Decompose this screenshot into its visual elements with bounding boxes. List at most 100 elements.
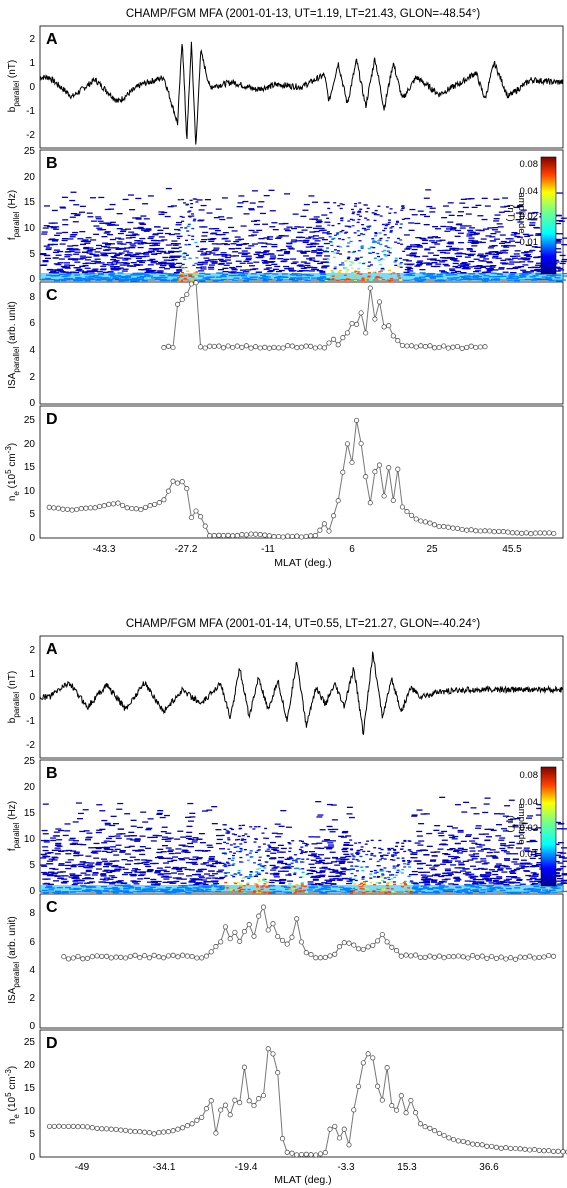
spectrogram-cell	[150, 878, 157, 881]
spectrogram-cell	[262, 885, 266, 887]
spectrogram-cell	[422, 273, 429, 275]
spectrogram-cell	[241, 835, 245, 837]
spectrogram-cell	[48, 272, 55, 274]
spectrogram-cell	[332, 870, 339, 872]
spectrogram-cell	[267, 236, 274, 238]
data-point	[464, 527, 470, 533]
data-point	[123, 1127, 129, 1133]
spectrogram-cell	[175, 877, 182, 879]
spectrogram-cell	[299, 887, 303, 889]
spectrogram-cell	[215, 234, 222, 236]
spectrogram-cell	[328, 846, 335, 848]
spectrogram-cell	[174, 228, 181, 231]
data-point	[266, 345, 272, 351]
spectrogram-cell	[496, 252, 503, 254]
spectrogram-cell	[280, 847, 287, 850]
spectrogram-cell	[46, 885, 52, 887]
spectrogram-cell	[318, 227, 325, 230]
spectrogram-cell	[321, 265, 328, 267]
spectrogram-cell	[196, 888, 203, 890]
spectrogram-cell	[394, 264, 398, 266]
spectrogram-cell	[236, 243, 243, 246]
data-point	[546, 1148, 552, 1154]
spectrogram-cell	[527, 815, 534, 817]
spectrogram-cell	[424, 248, 431, 250]
spectrogram-cell	[177, 873, 184, 875]
spectrogram-cell	[71, 877, 78, 879]
spectrogram-cell	[447, 241, 454, 243]
spectrogram-cell	[84, 273, 91, 275]
spectrogram-cell	[362, 262, 365, 265]
spectrogram-cell	[129, 247, 136, 249]
data-point	[170, 952, 176, 958]
spectrogram-cell	[447, 855, 454, 858]
spectrogram-cell	[504, 241, 511, 244]
spectrogram-cell	[410, 254, 417, 256]
spectrogram-cell	[393, 876, 397, 879]
spectrogram-cell	[522, 258, 529, 261]
spectrogram-cell	[200, 241, 207, 243]
spectrogram-cell	[427, 875, 433, 877]
data-point	[156, 500, 162, 506]
spectrogram-cell	[165, 847, 172, 849]
spectrogram-cell	[44, 855, 51, 858]
spectrogram-cell	[372, 241, 375, 243]
spectrogram-cell	[178, 891, 185, 893]
data-point	[46, 504, 52, 510]
spectrogram-cell	[206, 809, 213, 811]
spectrogram-cell	[364, 204, 368, 206]
spectrogram-cell	[466, 834, 472, 836]
y-tick: 15	[24, 808, 36, 819]
spectrogram-cell	[243, 839, 247, 841]
spectrogram-cell	[499, 889, 506, 891]
spectrogram-cell	[553, 843, 560, 845]
data-point	[340, 469, 346, 475]
spectrogram-cell	[251, 220, 257, 222]
spectrogram-cell	[282, 279, 289, 281]
data-point	[389, 944, 395, 950]
spectrogram-cell	[235, 239, 242, 241]
spectrogram-cell	[80, 861, 87, 863]
data-point	[413, 344, 419, 350]
spectrogram-cell	[364, 843, 368, 845]
spectrogram-cell	[398, 870, 402, 873]
spectrogram-cell	[401, 842, 405, 844]
spectrogram-cell	[73, 271, 80, 274]
spectrogram-cell	[241, 877, 245, 879]
spectrogram-cell	[245, 255, 252, 257]
spectrogram-cell	[50, 269, 57, 271]
spectrogram-cell	[85, 877, 92, 880]
spectrogram-cell	[411, 853, 418, 855]
spectrogram-cell	[562, 874, 567, 876]
spectrogram-cell	[459, 202, 466, 204]
spectrogram-cell	[124, 884, 131, 886]
spectrogram-cell	[426, 205, 433, 208]
spectrogram-cell	[531, 883, 538, 885]
spectrogram-cell	[384, 245, 388, 247]
data-point	[336, 944, 343, 950]
spectrogram-cell	[437, 848, 444, 850]
spectrogram-cell	[328, 875, 335, 877]
spectrogram-cell	[467, 276, 473, 278]
spectrogram-cell	[484, 828, 491, 830]
spectrogram-cell	[170, 243, 177, 245]
spectrogram-cell	[352, 211, 356, 213]
spectrogram-cell	[134, 871, 141, 873]
spectrogram-cell	[186, 825, 193, 827]
spectrogram-cell	[79, 205, 86, 207]
spectrogram-cell	[74, 251, 81, 253]
spectrogram-cell	[305, 237, 312, 239]
spectrogram-cell	[61, 275, 68, 278]
spectrogram-cell	[42, 891, 49, 893]
spectrogram-cell	[124, 254, 131, 257]
spectrogram-cell	[101, 253, 108, 256]
spectrogram-cell	[360, 245, 364, 247]
spectrogram-cell	[288, 847, 292, 849]
spectrogram-cell	[236, 889, 240, 892]
spectrogram-cell	[387, 876, 391, 879]
data-point	[509, 530, 516, 536]
spectrogram-cell	[123, 257, 130, 259]
spectrogram-cell	[459, 265, 466, 268]
spectrogram-cell	[139, 846, 146, 848]
spectrogram-cell	[292, 261, 299, 263]
